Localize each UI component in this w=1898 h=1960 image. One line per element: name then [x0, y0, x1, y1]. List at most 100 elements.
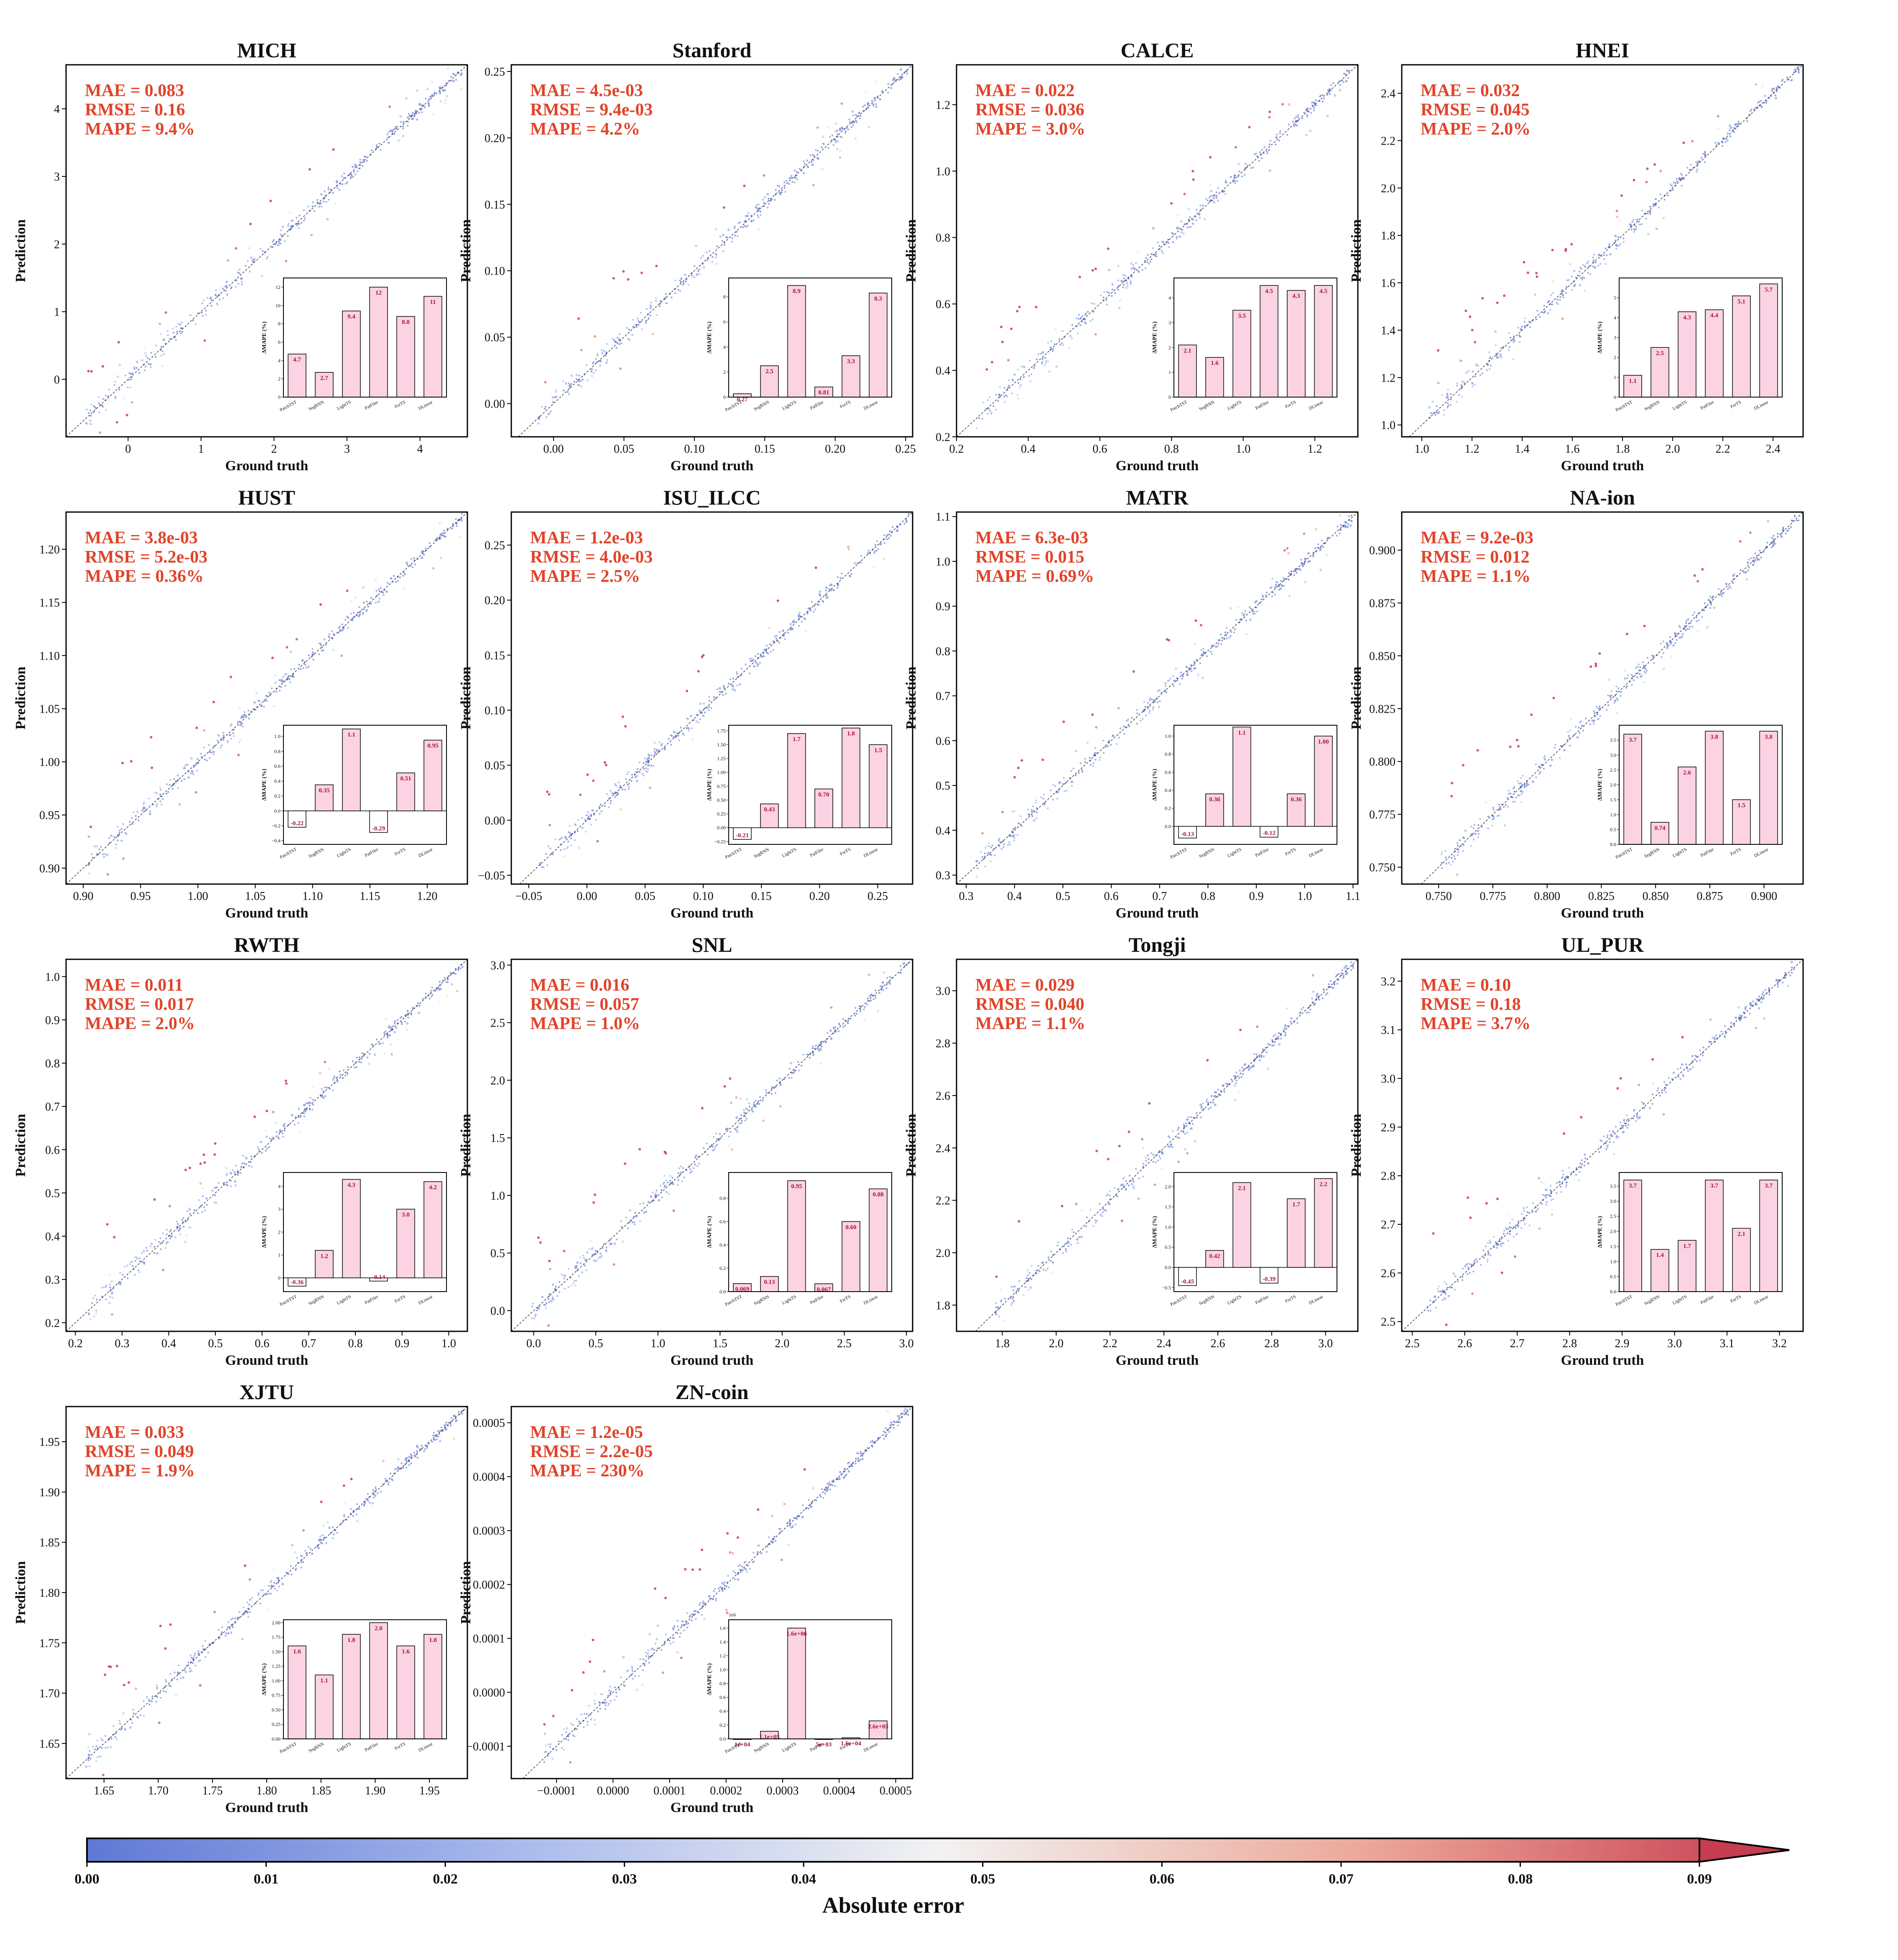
scatter-point — [887, 92, 889, 94]
scatter-point — [1256, 155, 1258, 158]
scatter-point — [793, 619, 795, 622]
scatter-point — [839, 127, 841, 130]
scatter-point — [298, 214, 301, 217]
scatter-point — [141, 1252, 143, 1254]
scatter-point — [619, 786, 621, 789]
scatter-point — [429, 96, 431, 98]
scatter-point — [1615, 235, 1617, 237]
scatter-point — [1194, 216, 1196, 218]
scatter-point — [1050, 1260, 1052, 1262]
scatter-point — [304, 1104, 306, 1106]
scatter-point — [532, 1302, 534, 1305]
scatter-point — [184, 1169, 187, 1171]
scatter-point — [1672, 644, 1675, 647]
identity-line — [1421, 512, 1804, 884]
scatter-point — [301, 222, 303, 224]
scatter-point — [284, 240, 286, 242]
scatter-point — [1020, 384, 1022, 386]
scatter-point — [780, 1084, 782, 1086]
scatter-point — [1777, 85, 1779, 87]
scatter-point — [1239, 1070, 1241, 1072]
scatter-point — [759, 1096, 761, 1098]
scatter-point — [367, 1062, 370, 1065]
scatter-point — [582, 1254, 584, 1257]
scatter-point — [1653, 163, 1656, 166]
scatter-point — [127, 386, 129, 388]
scatter-point — [828, 588, 831, 590]
scatter-point — [1348, 515, 1350, 517]
scatter-point — [1274, 1041, 1276, 1043]
scatter-point — [1158, 689, 1161, 691]
metric-text: RMSE = 9.4e-03 — [530, 100, 653, 120]
scatter-point — [736, 671, 738, 673]
x-tick-label: 1.4 — [1515, 443, 1530, 456]
scatter-point — [1211, 1095, 1213, 1097]
inset-y-tick-label: 0.6 — [719, 1218, 726, 1224]
scatter-point — [1199, 1104, 1202, 1106]
scatter-point — [1245, 167, 1247, 169]
scatter-point — [324, 1060, 327, 1063]
scatter-point — [1681, 185, 1683, 187]
scatter-point — [1142, 1166, 1144, 1168]
scatter-point — [1112, 734, 1115, 737]
scatter-point — [1591, 719, 1594, 721]
scatter-point — [615, 341, 617, 343]
scatter-point — [324, 1086, 326, 1088]
scatter-point — [816, 603, 819, 605]
scatter-point — [312, 1104, 314, 1106]
scatter-point — [266, 700, 268, 702]
scatter-point — [439, 981, 441, 983]
scatter-point — [646, 758, 648, 761]
scatter-point — [1607, 704, 1610, 706]
y-tick-label: 2 — [54, 238, 60, 251]
scatter-point — [613, 339, 615, 342]
scatter-point — [1543, 755, 1546, 757]
scatter-point — [1599, 706, 1601, 708]
scatter-point — [399, 576, 401, 579]
scatter-point — [779, 193, 781, 196]
scatter-point — [1552, 292, 1554, 294]
scatter-point — [1473, 839, 1475, 841]
scatter-point — [888, 981, 890, 983]
scatter-point — [1695, 161, 1697, 163]
scatter-point — [410, 558, 413, 560]
scatter-point — [446, 67, 449, 70]
scatter-point — [94, 1295, 96, 1297]
scatter-point — [750, 660, 753, 662]
x-tick-label: 0.25 — [895, 443, 916, 456]
scatter-point — [879, 543, 882, 545]
scatter-point — [636, 768, 639, 770]
scatter-point — [668, 1193, 670, 1195]
scatter-point — [1719, 594, 1721, 596]
scatter-point — [872, 104, 875, 107]
inset-y-tick-label: 2.5 — [1610, 767, 1616, 773]
scatter-point — [831, 139, 833, 141]
x-tick-label: 0.10 — [693, 890, 714, 903]
scatter-point — [574, 1267, 577, 1269]
scatter-point — [313, 210, 316, 212]
scatter-point — [763, 205, 765, 207]
scatter-point — [325, 201, 327, 203]
inset-bar — [1314, 1178, 1333, 1268]
scatter-point — [431, 994, 434, 996]
scatter-point — [1594, 266, 1597, 269]
scatter-point — [1135, 1168, 1137, 1170]
scatter-point — [1181, 229, 1184, 231]
scatter-point — [1157, 690, 1159, 692]
inset-y-tick-label: 1.0 — [274, 734, 281, 739]
inset-bar — [342, 311, 361, 398]
inset-bar-label: 1.1 — [1629, 378, 1637, 385]
scatter-point — [1446, 393, 1449, 395]
scatter-point — [814, 566, 817, 569]
scatter-point — [661, 1196, 663, 1198]
scatter-point — [1486, 1260, 1488, 1263]
scatter-point — [351, 618, 353, 620]
scatter-point — [1056, 1244, 1059, 1246]
scatter-point — [1471, 329, 1474, 331]
scatter-point — [1199, 217, 1201, 219]
scatter-point — [903, 522, 906, 525]
scatter-point — [1347, 77, 1350, 79]
scatter-point — [1793, 515, 1796, 517]
scatter-point — [109, 1287, 111, 1289]
